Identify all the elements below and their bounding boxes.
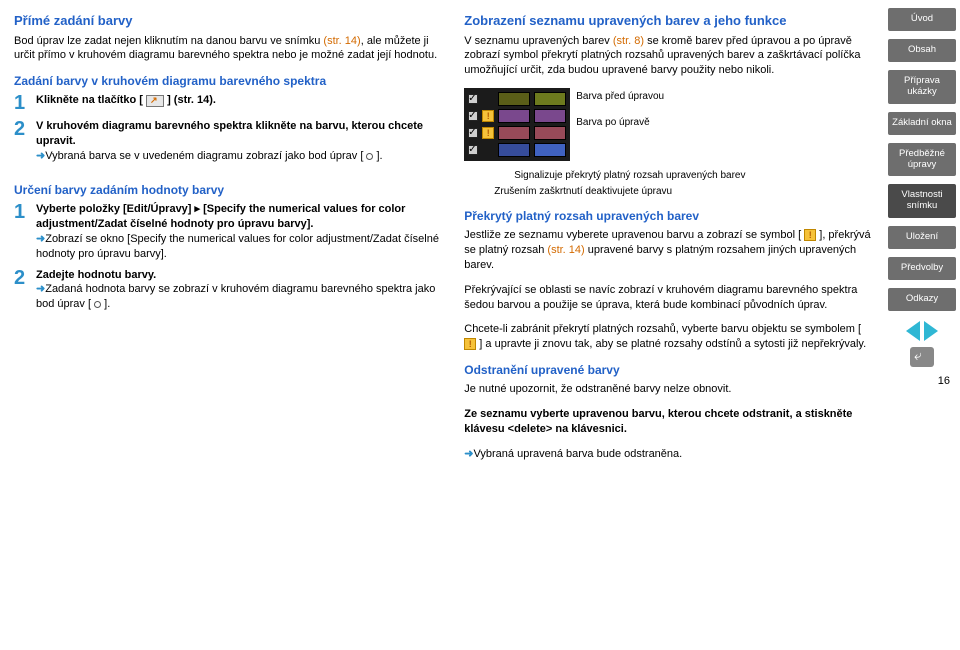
next-page-btn[interactable] — [924, 321, 938, 341]
swatch-checkbox[interactable] — [468, 128, 478, 138]
step-1: 1 Klikněte na tlačítko [ ] (str. 14). — [14, 93, 444, 113]
nav-card-1[interactable]: Obsah — [888, 39, 956, 62]
swatch-after — [534, 143, 566, 157]
swatch-checkbox[interactable] — [468, 94, 478, 104]
right-p1: V seznamu upravených barev (str. 8) se k… — [464, 34, 874, 79]
nav-card-7[interactable]: Předvolby — [888, 257, 956, 280]
swatch-after — [534, 109, 566, 123]
swatch-row — [468, 92, 566, 106]
return-btn[interactable] — [910, 347, 934, 367]
swatch-after — [534, 126, 566, 140]
swatch-row — [468, 143, 566, 157]
label-before: Barva před úpravou — [576, 90, 664, 104]
cap2: Zrušením zaškrtnutí deaktivujete úpravu — [494, 185, 874, 199]
label-after: Barva po úpravě — [576, 116, 664, 130]
swatch-checkbox[interactable] — [468, 111, 478, 121]
warn-icon: ! — [804, 229, 816, 241]
step-3: 1 Vyberte položky [Edit/Úpravy] ▸ [Speci… — [14, 202, 444, 261]
prev-page-btn[interactable] — [906, 321, 920, 341]
pager-btns — [888, 321, 956, 341]
warn-icon: ! — [464, 338, 476, 350]
warn-icon: ! — [482, 127, 494, 139]
swatch-before — [498, 109, 530, 123]
left-h1: Přímé zadání barvy — [14, 12, 444, 30]
page-number: 16 — [888, 375, 956, 387]
swatch-after — [534, 92, 566, 106]
swatch-before — [498, 92, 530, 106]
swatch-before — [498, 143, 530, 157]
left-h2: Zadání barvy v kruhovém diagramu barevné… — [14, 73, 444, 89]
nav-card-0[interactable]: Úvod — [888, 8, 956, 31]
step-2: 2 V kruhovém diagramu barevného spektra … — [14, 119, 444, 164]
right-h3: Odstranění upravené barvy — [464, 362, 874, 378]
swatch-row: ! — [468, 109, 566, 123]
nav-card-4[interactable]: Předběžné úpravy — [888, 143, 956, 177]
right-h1: Zobrazení seznamu upravených barev a jeh… — [464, 12, 874, 30]
swatch-diagram: !! Barva před úpravou Barva po úpravě — [464, 88, 874, 161]
nav-card-5[interactable]: Vlastnosti snímku — [888, 184, 956, 218]
nav-card-6[interactable]: Uložení — [888, 226, 956, 249]
cap1: Signalizuje překrytý platný rozsah uprav… — [514, 169, 874, 183]
swatch-before — [498, 126, 530, 140]
nav-card-8[interactable]: Odkazy — [888, 288, 956, 311]
swatch-checkbox[interactable] — [468, 145, 478, 155]
spectrum-btn-icon — [146, 95, 164, 107]
left-p1: Bod úprav lze zadat nejen kliknutím na d… — [14, 34, 444, 64]
left-h3: Určení barvy zadáním hodnoty barvy — [14, 182, 444, 198]
step-4: 2 Zadejte hodnotu barvy. ➜Zadaná hodnota… — [14, 268, 444, 313]
nav-card-3[interactable]: Základní okna — [888, 112, 956, 135]
right-h2: Překrytý platný rozsah upravených barev — [464, 208, 874, 224]
warn-icon: ! — [482, 110, 494, 122]
swatch-row: ! — [468, 126, 566, 140]
sidebar-nav: Úvod Obsah Příprava ukázky Základní okna Pře… — [884, 0, 960, 650]
nav-card-2[interactable]: Příprava ukázky — [888, 70, 956, 104]
